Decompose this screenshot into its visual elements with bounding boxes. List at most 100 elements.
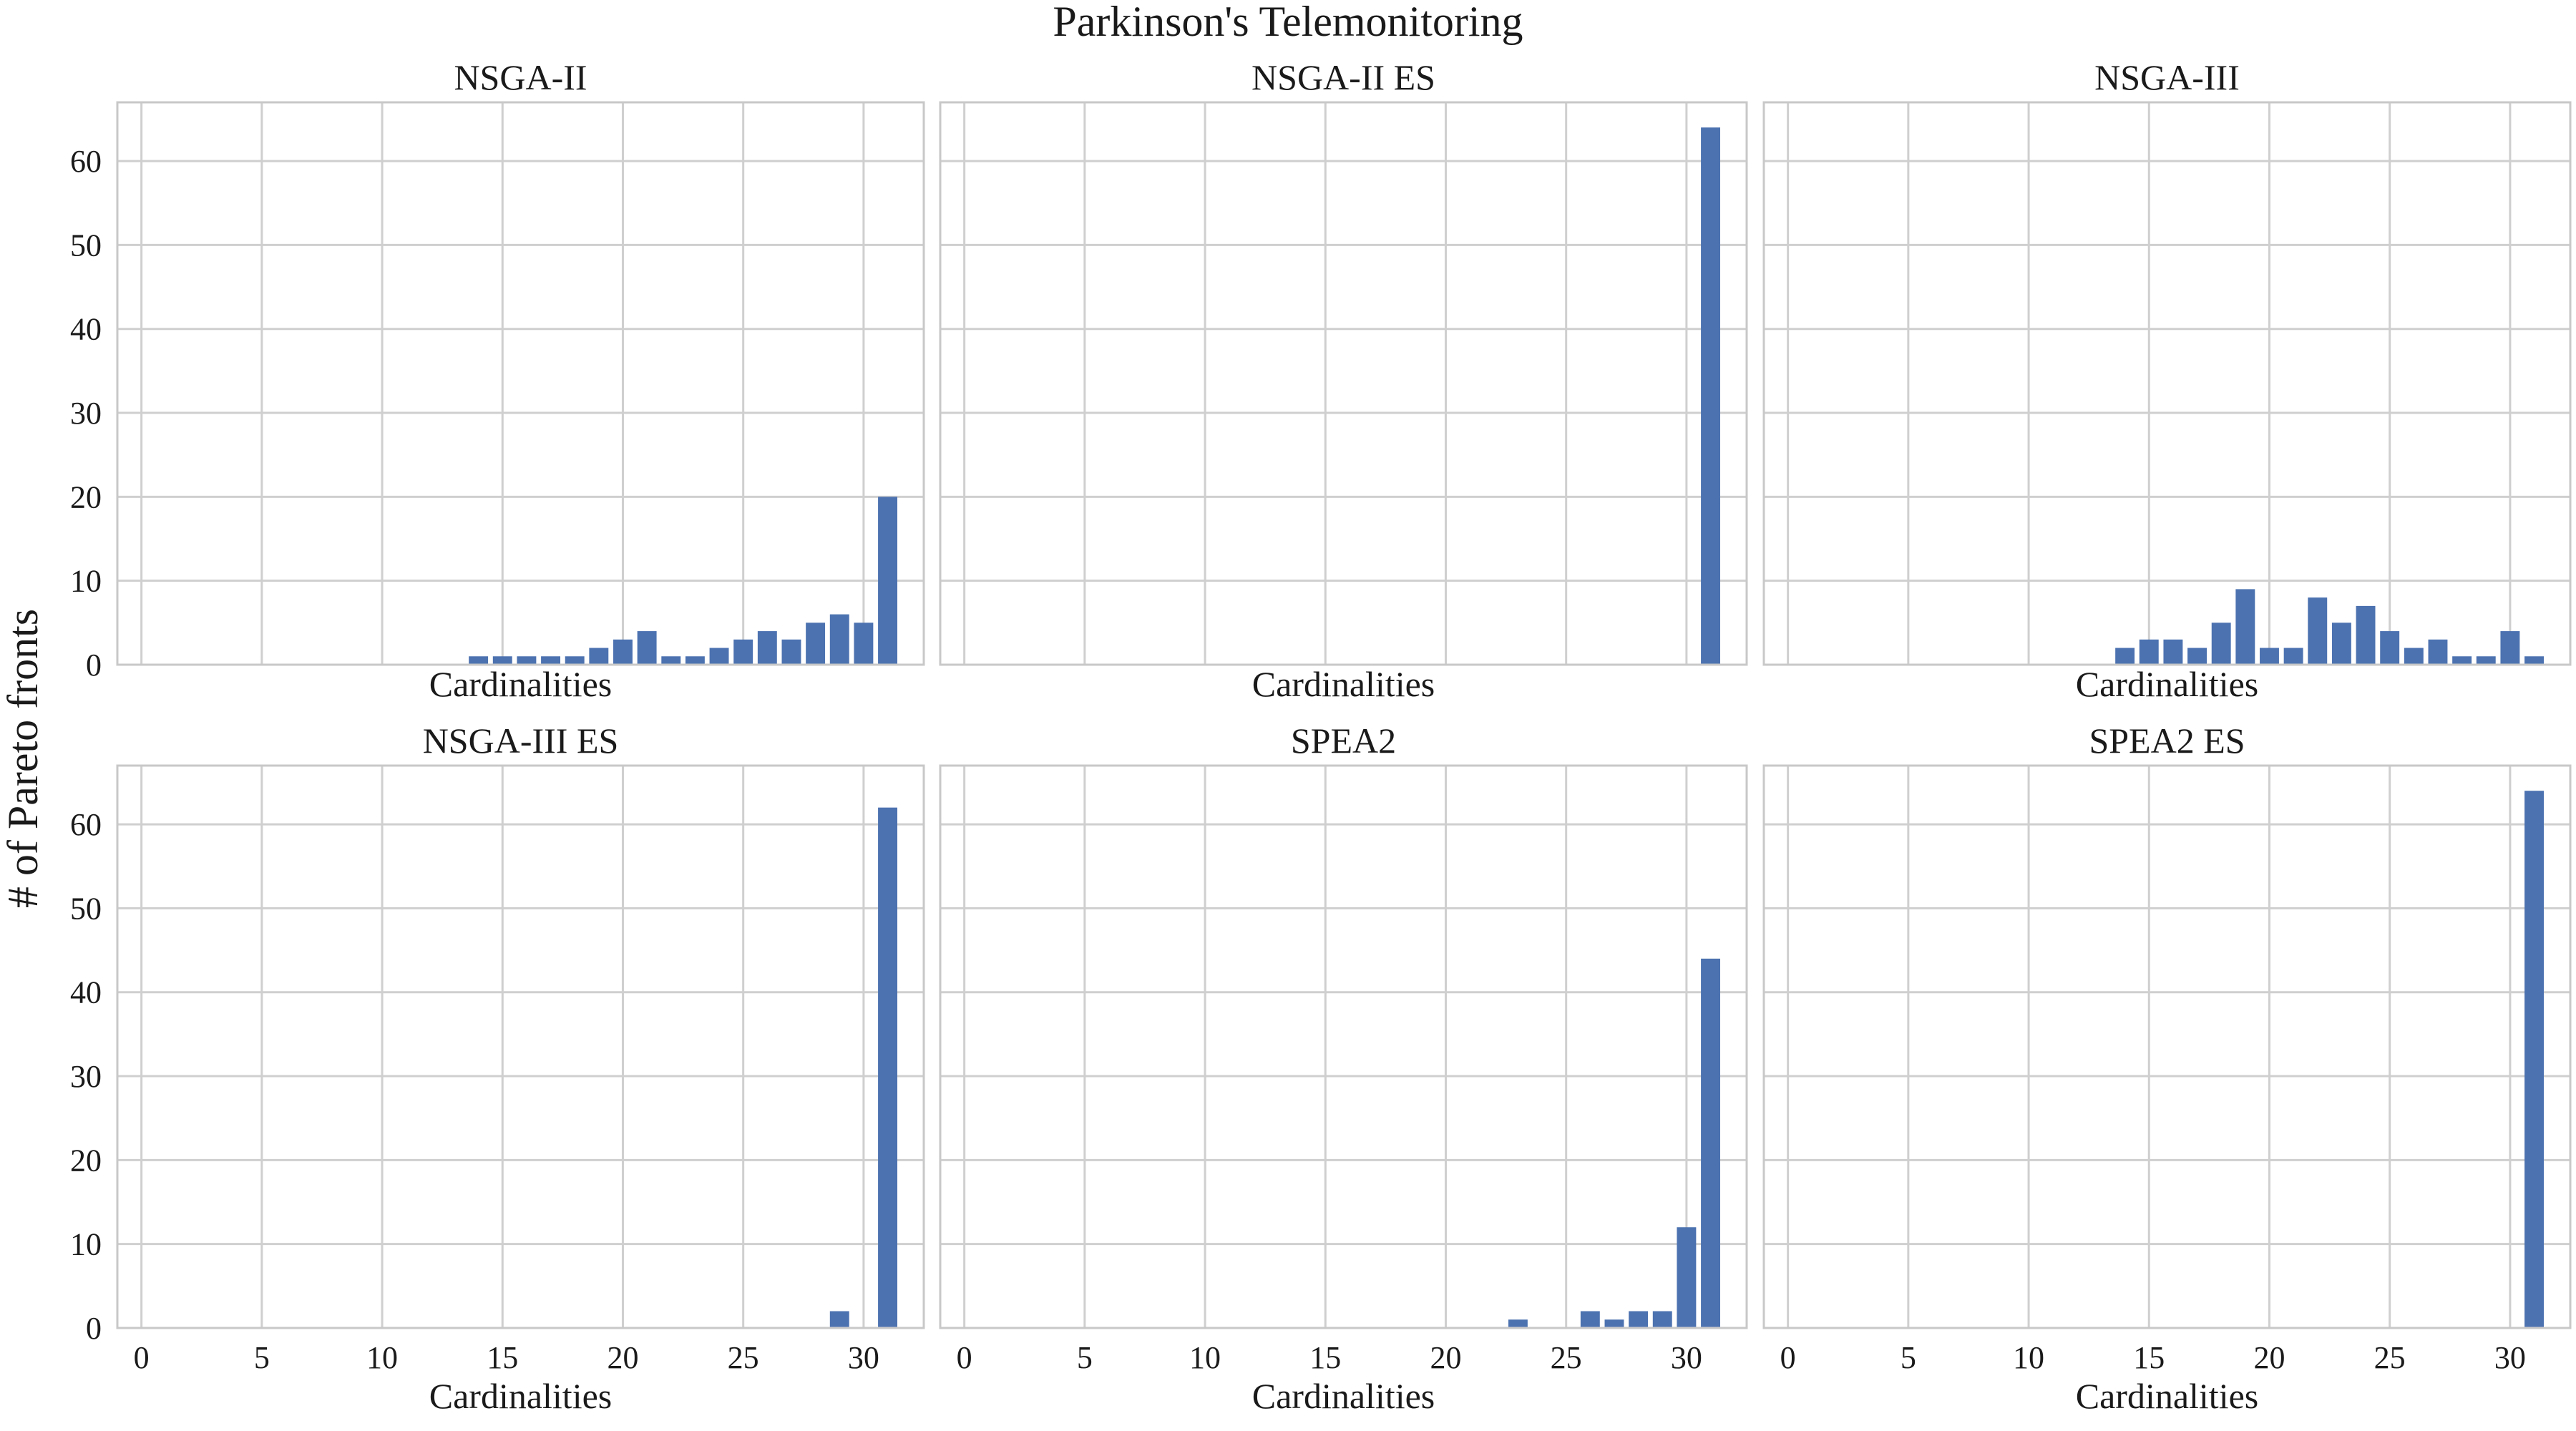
y-tick-label: 50 bbox=[70, 891, 102, 926]
bar bbox=[2356, 605, 2376, 665]
bar bbox=[2380, 631, 2400, 665]
bar bbox=[757, 631, 777, 665]
bar bbox=[2476, 656, 2496, 665]
plot-frame bbox=[1762, 764, 2572, 1329]
bar bbox=[781, 639, 801, 665]
y-tick-label: 40 bbox=[70, 312, 102, 347]
subplot-title: SPEA2 ES bbox=[2089, 721, 2245, 761]
x-tick-label: 20 bbox=[2253, 1340, 2285, 1375]
x-tick-label: 10 bbox=[366, 1340, 398, 1375]
y-tick-label: 50 bbox=[70, 228, 102, 263]
y-tick-label: 60 bbox=[70, 807, 102, 842]
subplot-title: SPEA2 bbox=[1291, 721, 1396, 761]
x-tick-label: 30 bbox=[1671, 1340, 1702, 1375]
plot-frame bbox=[1762, 101, 2572, 666]
bar bbox=[1677, 1227, 1697, 1328]
x-tick-label: 20 bbox=[607, 1340, 638, 1375]
bar bbox=[2187, 648, 2207, 665]
bar bbox=[613, 639, 633, 665]
bar bbox=[829, 1311, 849, 1328]
bar bbox=[829, 614, 849, 665]
bar bbox=[517, 656, 537, 665]
x-tick-label: 5 bbox=[254, 1340, 270, 1375]
x-tick-label: 15 bbox=[1309, 1340, 1341, 1375]
subplot-title: NSGA-II bbox=[454, 57, 587, 97]
bar bbox=[2139, 639, 2159, 665]
x-tick-label: 5 bbox=[1901, 1340, 1916, 1375]
x-axis-label: Cardinalities bbox=[2076, 664, 2259, 704]
bar bbox=[661, 656, 681, 665]
bar bbox=[2260, 648, 2279, 665]
y-tick-label: 20 bbox=[70, 1143, 102, 1178]
bar bbox=[1508, 1319, 1528, 1328]
bar bbox=[1701, 127, 1720, 665]
subplot-4: NSGA-III ES 0 5 10 15 20 25 30 Cardinalities 0 10 2… bbox=[70, 721, 925, 1416]
bar bbox=[2211, 622, 2231, 665]
subplot-5: SPEA2 0 5 10 15 20 25 30 Cardinalities bbox=[939, 721, 1748, 1416]
bar bbox=[1652, 1311, 1672, 1328]
bar bbox=[709, 648, 729, 665]
bar bbox=[589, 648, 609, 665]
x-tick-label: 25 bbox=[1551, 1340, 1582, 1375]
y-tick-label: 10 bbox=[70, 1227, 102, 1262]
x-tick-label: 20 bbox=[1430, 1340, 1461, 1375]
plot-frame bbox=[116, 101, 925, 666]
bar bbox=[637, 631, 657, 665]
bar bbox=[2404, 648, 2424, 665]
x-tick-label: 10 bbox=[1189, 1340, 1221, 1375]
plot-frame bbox=[116, 764, 925, 1329]
bar bbox=[2452, 656, 2472, 665]
bar bbox=[2235, 589, 2255, 665]
x-tick-label: 25 bbox=[2374, 1340, 2406, 1375]
bar bbox=[565, 656, 585, 665]
figure-ylabel: # of Pareto fronts bbox=[0, 609, 47, 908]
x-axis-label: Cardinalities bbox=[1252, 664, 1435, 704]
x-tick-label: 15 bbox=[487, 1340, 518, 1375]
bar bbox=[2428, 639, 2448, 665]
x-axis-label: Cardinalities bbox=[429, 664, 613, 704]
x-tick-label: 5 bbox=[1077, 1340, 1093, 1375]
x-tick-label: 0 bbox=[134, 1340, 150, 1375]
bar bbox=[2524, 791, 2544, 1328]
x-axis-label: Cardinalities bbox=[429, 1376, 613, 1416]
y-tick-label: 30 bbox=[70, 1059, 102, 1094]
x-tick-label: 15 bbox=[2133, 1340, 2165, 1375]
y-tick-label: 40 bbox=[70, 975, 102, 1010]
x-axis-label: Cardinalities bbox=[2076, 1376, 2259, 1416]
bar bbox=[1604, 1319, 1624, 1328]
plot-frame bbox=[939, 101, 1748, 666]
bar bbox=[2524, 656, 2544, 665]
subplot-1: NSGA-II Cardinalities 0 10 20 30 40 50 60 bbox=[70, 57, 925, 704]
subplot-title: NSGA-III bbox=[2094, 57, 2240, 97]
x-tick-label: 30 bbox=[848, 1340, 879, 1375]
subplot-title: NSGA-II ES bbox=[1252, 57, 1435, 97]
bar bbox=[1701, 958, 1720, 1328]
bar bbox=[2115, 648, 2135, 665]
bar bbox=[2163, 639, 2183, 665]
bar bbox=[469, 656, 489, 665]
bar bbox=[854, 622, 874, 665]
subplot-2: NSGA-II ES Cardinalities bbox=[939, 57, 1748, 704]
x-tick-label: 0 bbox=[1780, 1340, 1796, 1375]
x-tick-label: 0 bbox=[957, 1340, 972, 1375]
bar bbox=[806, 622, 826, 665]
subplot-6: SPEA2 ES 0 5 10 15 20 25 30 Cardinalities bbox=[1762, 721, 2572, 1416]
bar bbox=[878, 497, 897, 665]
x-axis-label: Cardinalities bbox=[1252, 1376, 1435, 1416]
x-tick-label: 25 bbox=[728, 1340, 759, 1375]
subplot-title: NSGA-III ES bbox=[423, 721, 619, 761]
bar bbox=[733, 639, 753, 665]
bar bbox=[2283, 648, 2303, 665]
figure-title: Parkinson's Telemonitoring bbox=[1053, 0, 1523, 45]
subplot-3: NSGA-III Cardinalities bbox=[1762, 57, 2572, 704]
bar bbox=[1629, 1311, 1649, 1328]
y-tick-label: 20 bbox=[70, 479, 102, 514]
bar bbox=[2500, 631, 2520, 665]
y-tick-label: 10 bbox=[70, 564, 102, 599]
x-tick-label: 30 bbox=[2494, 1340, 2526, 1375]
y-tick-label: 0 bbox=[86, 648, 102, 683]
bar bbox=[1580, 1311, 1600, 1328]
bar bbox=[878, 807, 897, 1328]
bar bbox=[492, 656, 512, 665]
